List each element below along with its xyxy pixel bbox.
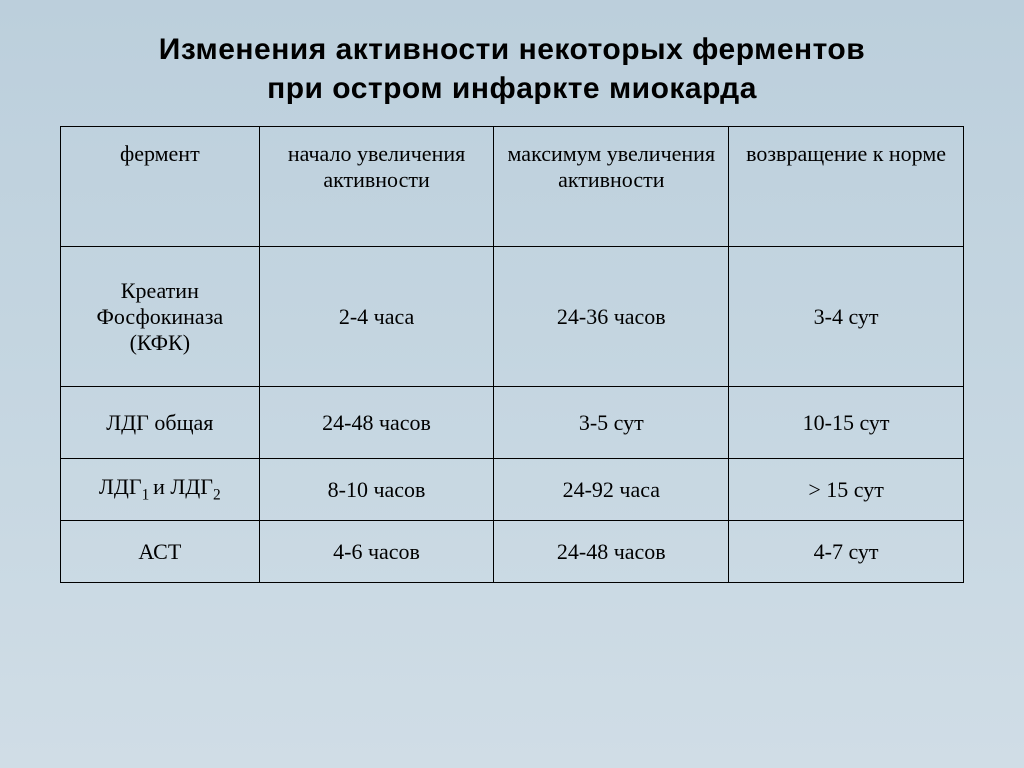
page-title: Изменения активности некоторых ферментов… [60, 30, 964, 108]
table-row: ЛДГ1 и ЛДГ28-10 часов24-92 часа> 15 сут [61, 459, 964, 521]
col-header-peak: максимум увеличения активности [494, 127, 729, 247]
cell-enzyme: ЛДГ общая [61, 387, 260, 459]
table-row: КреатинФосфокиназа(КФК)2-4 часа24-36 час… [61, 247, 964, 387]
table-header-row: фермент начало увеличения активности мак… [61, 127, 964, 247]
cell-onset: 2-4 часа [259, 247, 494, 387]
col-header-enzyme: фермент [61, 127, 260, 247]
title-line-1: Изменения активности некоторых ферментов [159, 33, 865, 66]
cell-onset: 24-48 часов [259, 387, 494, 459]
cell-enzyme: КреатинФосфокиназа(КФК) [61, 247, 260, 387]
cell-peak: 24-92 часа [494, 459, 729, 521]
cell-enzyme: ЛДГ1 и ЛДГ2 [61, 459, 260, 521]
table-body: КреатинФосфокиназа(КФК)2-4 часа24-36 час… [61, 247, 964, 583]
cell-enzyme: АСТ [61, 521, 260, 583]
title-line-2: при остром инфаркте миокарда [267, 72, 757, 105]
col-header-return: возвращение к норме [729, 127, 964, 247]
table-row: АСТ4-6 часов24-48 часов4-7 сут [61, 521, 964, 583]
cell-return: > 15 сут [729, 459, 964, 521]
cell-peak: 3-5 сут [494, 387, 729, 459]
enzyme-activity-table: фермент начало увеличения активности мак… [60, 126, 964, 583]
cell-peak: 24-36 часов [494, 247, 729, 387]
table-row: ЛДГ общая24-48 часов3-5 сут10-15 сут [61, 387, 964, 459]
cell-onset: 4-6 часов [259, 521, 494, 583]
cell-return: 3-4 сут [729, 247, 964, 387]
cell-return: 4-7 сут [729, 521, 964, 583]
cell-peak: 24-48 часов [494, 521, 729, 583]
cell-onset: 8-10 часов [259, 459, 494, 521]
col-header-onset: начало увеличения активности [259, 127, 494, 247]
cell-return: 10-15 сут [729, 387, 964, 459]
